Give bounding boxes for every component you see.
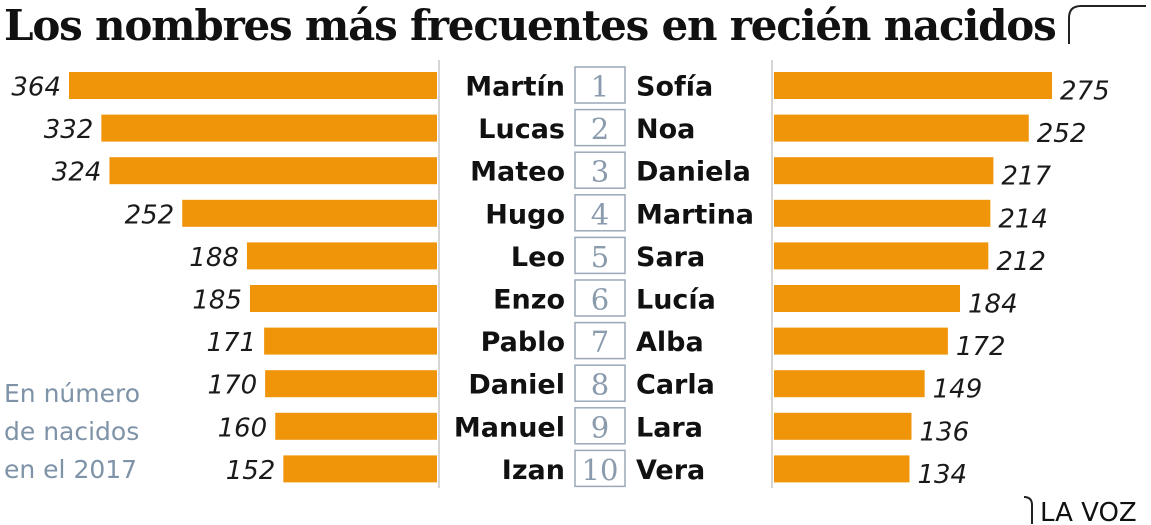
bar-girls <box>774 455 910 483</box>
value-label-girls: 136 <box>919 417 969 447</box>
value-label-boys: 170 <box>207 371 257 401</box>
name-boys: Lucas <box>478 114 565 145</box>
name-boys: Hugo <box>485 199 565 230</box>
credit: LA VOZ <box>1040 498 1137 525</box>
bar-girls <box>774 285 961 312</box>
rank-number: 9 <box>591 410 609 444</box>
value-label-girls: 214 <box>998 204 1048 234</box>
rank-number: 1 <box>591 70 609 104</box>
bar-boys <box>275 412 437 440</box>
name-boys: Daniel <box>468 370 565 401</box>
bar-girls <box>774 412 912 440</box>
value-label-boys: 185 <box>192 286 242 316</box>
units-note: En número de nacidos en el 2017 <box>4 379 140 484</box>
value-label-boys: 152 <box>226 456 276 486</box>
value-label-girls: 217 <box>1001 162 1051 192</box>
rank-box <box>574 449 626 488</box>
name-boys: Mateo <box>470 157 565 188</box>
name-girls: Lara <box>636 412 703 443</box>
value-label-boys: 171 <box>206 328 256 358</box>
rank-box <box>574 279 626 317</box>
name-boys: Enzo <box>493 285 565 316</box>
rank-number: 6 <box>591 283 609 317</box>
value-label-girls: 134 <box>917 460 967 490</box>
rank-number: 4 <box>591 197 609 231</box>
bar-girls <box>774 327 948 355</box>
value-label-boys: 324 <box>52 158 102 188</box>
name-boys: Izan <box>502 455 565 486</box>
rank-box <box>574 66 626 104</box>
rank-number: 2 <box>591 112 609 146</box>
bar-boys <box>101 114 437 142</box>
value-label-boys: 364 <box>11 73 61 103</box>
value-label-girls: 275 <box>1060 77 1110 107</box>
chart-title: Los nombres más frecuentes en recién nac… <box>4 1 1057 50</box>
rank-number: 5 <box>591 240 609 274</box>
rank-box <box>574 364 626 402</box>
name-boys: Leo <box>511 242 565 273</box>
value-label-boys: 160 <box>218 413 268 443</box>
name-girls: Lucía <box>636 285 716 316</box>
bar-girls <box>774 370 925 398</box>
name-boys: Pablo <box>481 327 565 358</box>
credit-bracket <box>1023 496 1033 524</box>
name-girls: Sofía <box>636 72 713 103</box>
value-label-girls: 172 <box>956 332 1006 362</box>
value-label-girls: 184 <box>968 290 1018 320</box>
bar-boys <box>69 72 437 99</box>
bar-boys <box>264 327 437 355</box>
note-line: en el 2017 <box>4 455 137 484</box>
rank-number: 7 <box>591 325 609 359</box>
value-label-girls: 252 <box>1037 119 1087 149</box>
name-girls: Carla <box>636 370 715 401</box>
rank-box <box>574 407 626 445</box>
bar-girls <box>774 72 1053 99</box>
value-label-boys: 332 <box>44 115 94 145</box>
note-line: de nacidos <box>4 417 139 446</box>
rank-box <box>574 321 626 360</box>
bar-girls <box>774 114 1029 142</box>
value-label-boys: 252 <box>125 200 175 230</box>
value-label-girls: 149 <box>933 375 983 405</box>
name-girls: Martina <box>636 199 754 230</box>
value-label-girls: 212 <box>996 247 1046 277</box>
name-girls: Vera <box>636 455 705 486</box>
bar-girls <box>774 157 994 185</box>
rank-box <box>574 151 626 189</box>
bar-boys <box>109 157 437 185</box>
rank-box <box>574 194 626 232</box>
rank-box <box>574 236 626 275</box>
rank-number: 8 <box>591 368 609 402</box>
name-girls: Sara <box>636 242 705 273</box>
corner-bracket <box>1068 5 1146 44</box>
name-girls: Daniela <box>636 157 751 188</box>
bar-girls <box>774 199 991 227</box>
name-boys: Manuel <box>454 412 565 443</box>
value-label-boys: 188 <box>189 243 239 273</box>
bar-boys <box>246 242 437 270</box>
note-line: En número <box>4 379 140 408</box>
bar-boys <box>283 455 437 483</box>
bar-boys <box>265 370 437 398</box>
name-girls: Noa <box>636 114 695 145</box>
bar-girls <box>774 242 989 270</box>
bar-boys <box>249 285 437 312</box>
rank-box <box>574 108 626 147</box>
bar-boys <box>182 199 437 227</box>
name-boys: Martín <box>465 72 565 103</box>
rank-number: 3 <box>591 155 609 189</box>
name-girls: Alba <box>636 327 704 358</box>
rank-number: 10 <box>582 453 619 487</box>
